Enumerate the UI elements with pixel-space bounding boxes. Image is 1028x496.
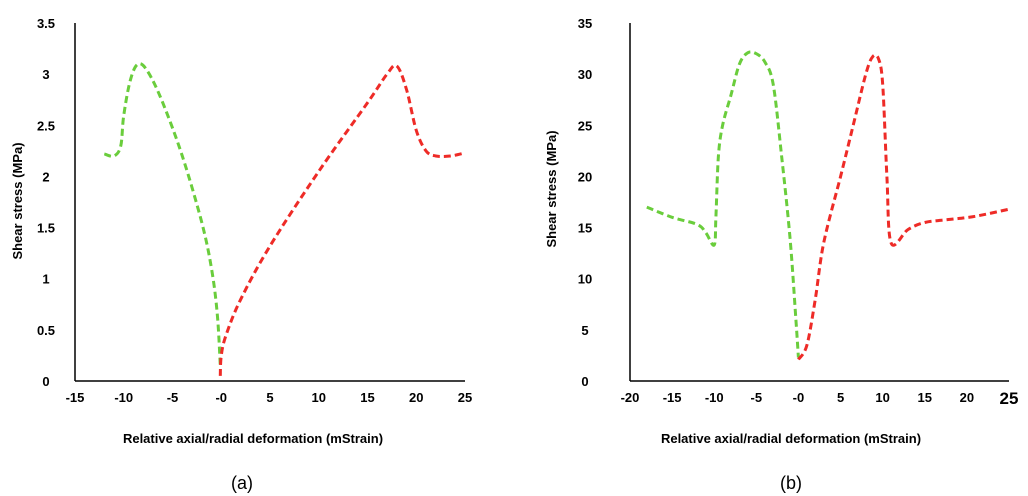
y-tick-label: 1 [42, 272, 49, 287]
x-tick-label: 15 [918, 390, 932, 405]
x-tick-label: 10 [312, 390, 326, 405]
x-axis-title: Relative axial/radial deformation (mStra… [123, 431, 383, 446]
x-tick-label: -15 [66, 390, 85, 405]
y-tick-label: 2.5 [37, 118, 55, 133]
y-tick-label: 3.5 [37, 16, 55, 31]
series-line-red [797, 53, 1010, 361]
chart-panel-b: Shear stress (MPa) Relative axial/radial… [544, 16, 1018, 493]
series-line-red [218, 63, 466, 376]
y-tick-label: 20 [578, 169, 592, 184]
x-tick-label: -10 [705, 390, 724, 405]
x-tick-label: -0 [793, 390, 805, 405]
y-axis-title: Shear stress (MPa) [544, 130, 559, 247]
x-tick-label: 5 [837, 390, 844, 405]
chart-panel-a: Shear stress (MPa) Relative axial/radial… [10, 16, 472, 493]
y-tick-label: 0 [581, 374, 588, 389]
y-tick-label: 3 [42, 67, 49, 82]
series-line-green [103, 62, 222, 366]
x-tick-label: 20 [960, 390, 974, 405]
y-tick-label: 1.5 [37, 221, 55, 236]
y-tick-label: 35 [578, 16, 592, 31]
y-tick-label: 0 [42, 374, 49, 389]
y-tick-label: 5 [581, 323, 588, 338]
y-tick-label: 15 [578, 221, 592, 236]
x-tick-label: 10 [875, 390, 889, 405]
y-axis-title: Shear stress (MPa) [10, 142, 25, 259]
y-tick-label: 30 [578, 67, 592, 82]
series-line-green [646, 50, 800, 358]
x-tick-label: 20 [409, 390, 423, 405]
x-tick-label: 5 [266, 390, 273, 405]
x-tick-label: -5 [751, 390, 763, 405]
y-tick-label: 2 [42, 169, 49, 184]
x-tick-label: 25 [458, 390, 472, 405]
y-tick-label: 10 [578, 272, 592, 287]
x-tick-label: 25 [1000, 389, 1019, 408]
x-tick-label: -0 [215, 390, 227, 405]
x-tick-label: 15 [360, 390, 374, 405]
y-tick-label: 0.5 [37, 323, 55, 338]
y-tick-label: 25 [578, 118, 592, 133]
panel-label: (b) [780, 473, 802, 493]
x-tick-label: -20 [621, 390, 640, 405]
panel-label: (a) [231, 473, 253, 493]
x-axis-title: Relative axial/radial deformation (mStra… [661, 431, 921, 446]
x-tick-label: -10 [114, 390, 133, 405]
x-tick-label: -5 [167, 390, 179, 405]
x-tick-label: -15 [663, 390, 682, 405]
